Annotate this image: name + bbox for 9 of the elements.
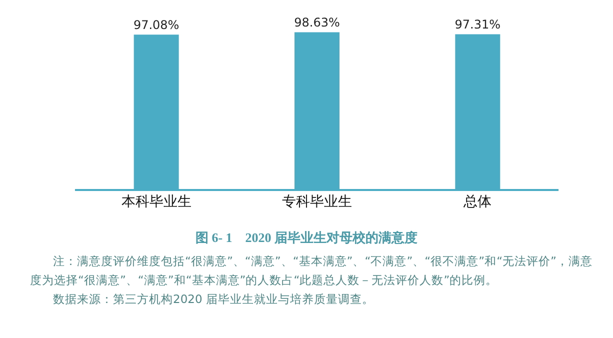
text: 注：满意度评价维度包括“很满意”、“满意”、“基本满意”、“不满意”、“很不满意”和“无法评价”，满意度为选择“很满意”、“满意”和“基本满意”的人数占“此题总人数－无法评价人数”的比例。 [30,253,594,289]
data-label: 97.08% [133,18,180,32]
source-note: 数据来源：第三方机构2020 届毕业生就业与培养质量调查。 [52,291,375,308]
data-label: 97.31% [454,17,501,32]
text: 图 6- 1 2020 届毕业生对母校的满意度 [194,229,419,247]
x-tick-label: 总体 [462,194,492,210]
x-tick-label: 专科毕业生 [282,194,352,210]
x-tick-label: 本科毕业生 [121,194,192,210]
data-label: 98.63% [294,15,340,30]
